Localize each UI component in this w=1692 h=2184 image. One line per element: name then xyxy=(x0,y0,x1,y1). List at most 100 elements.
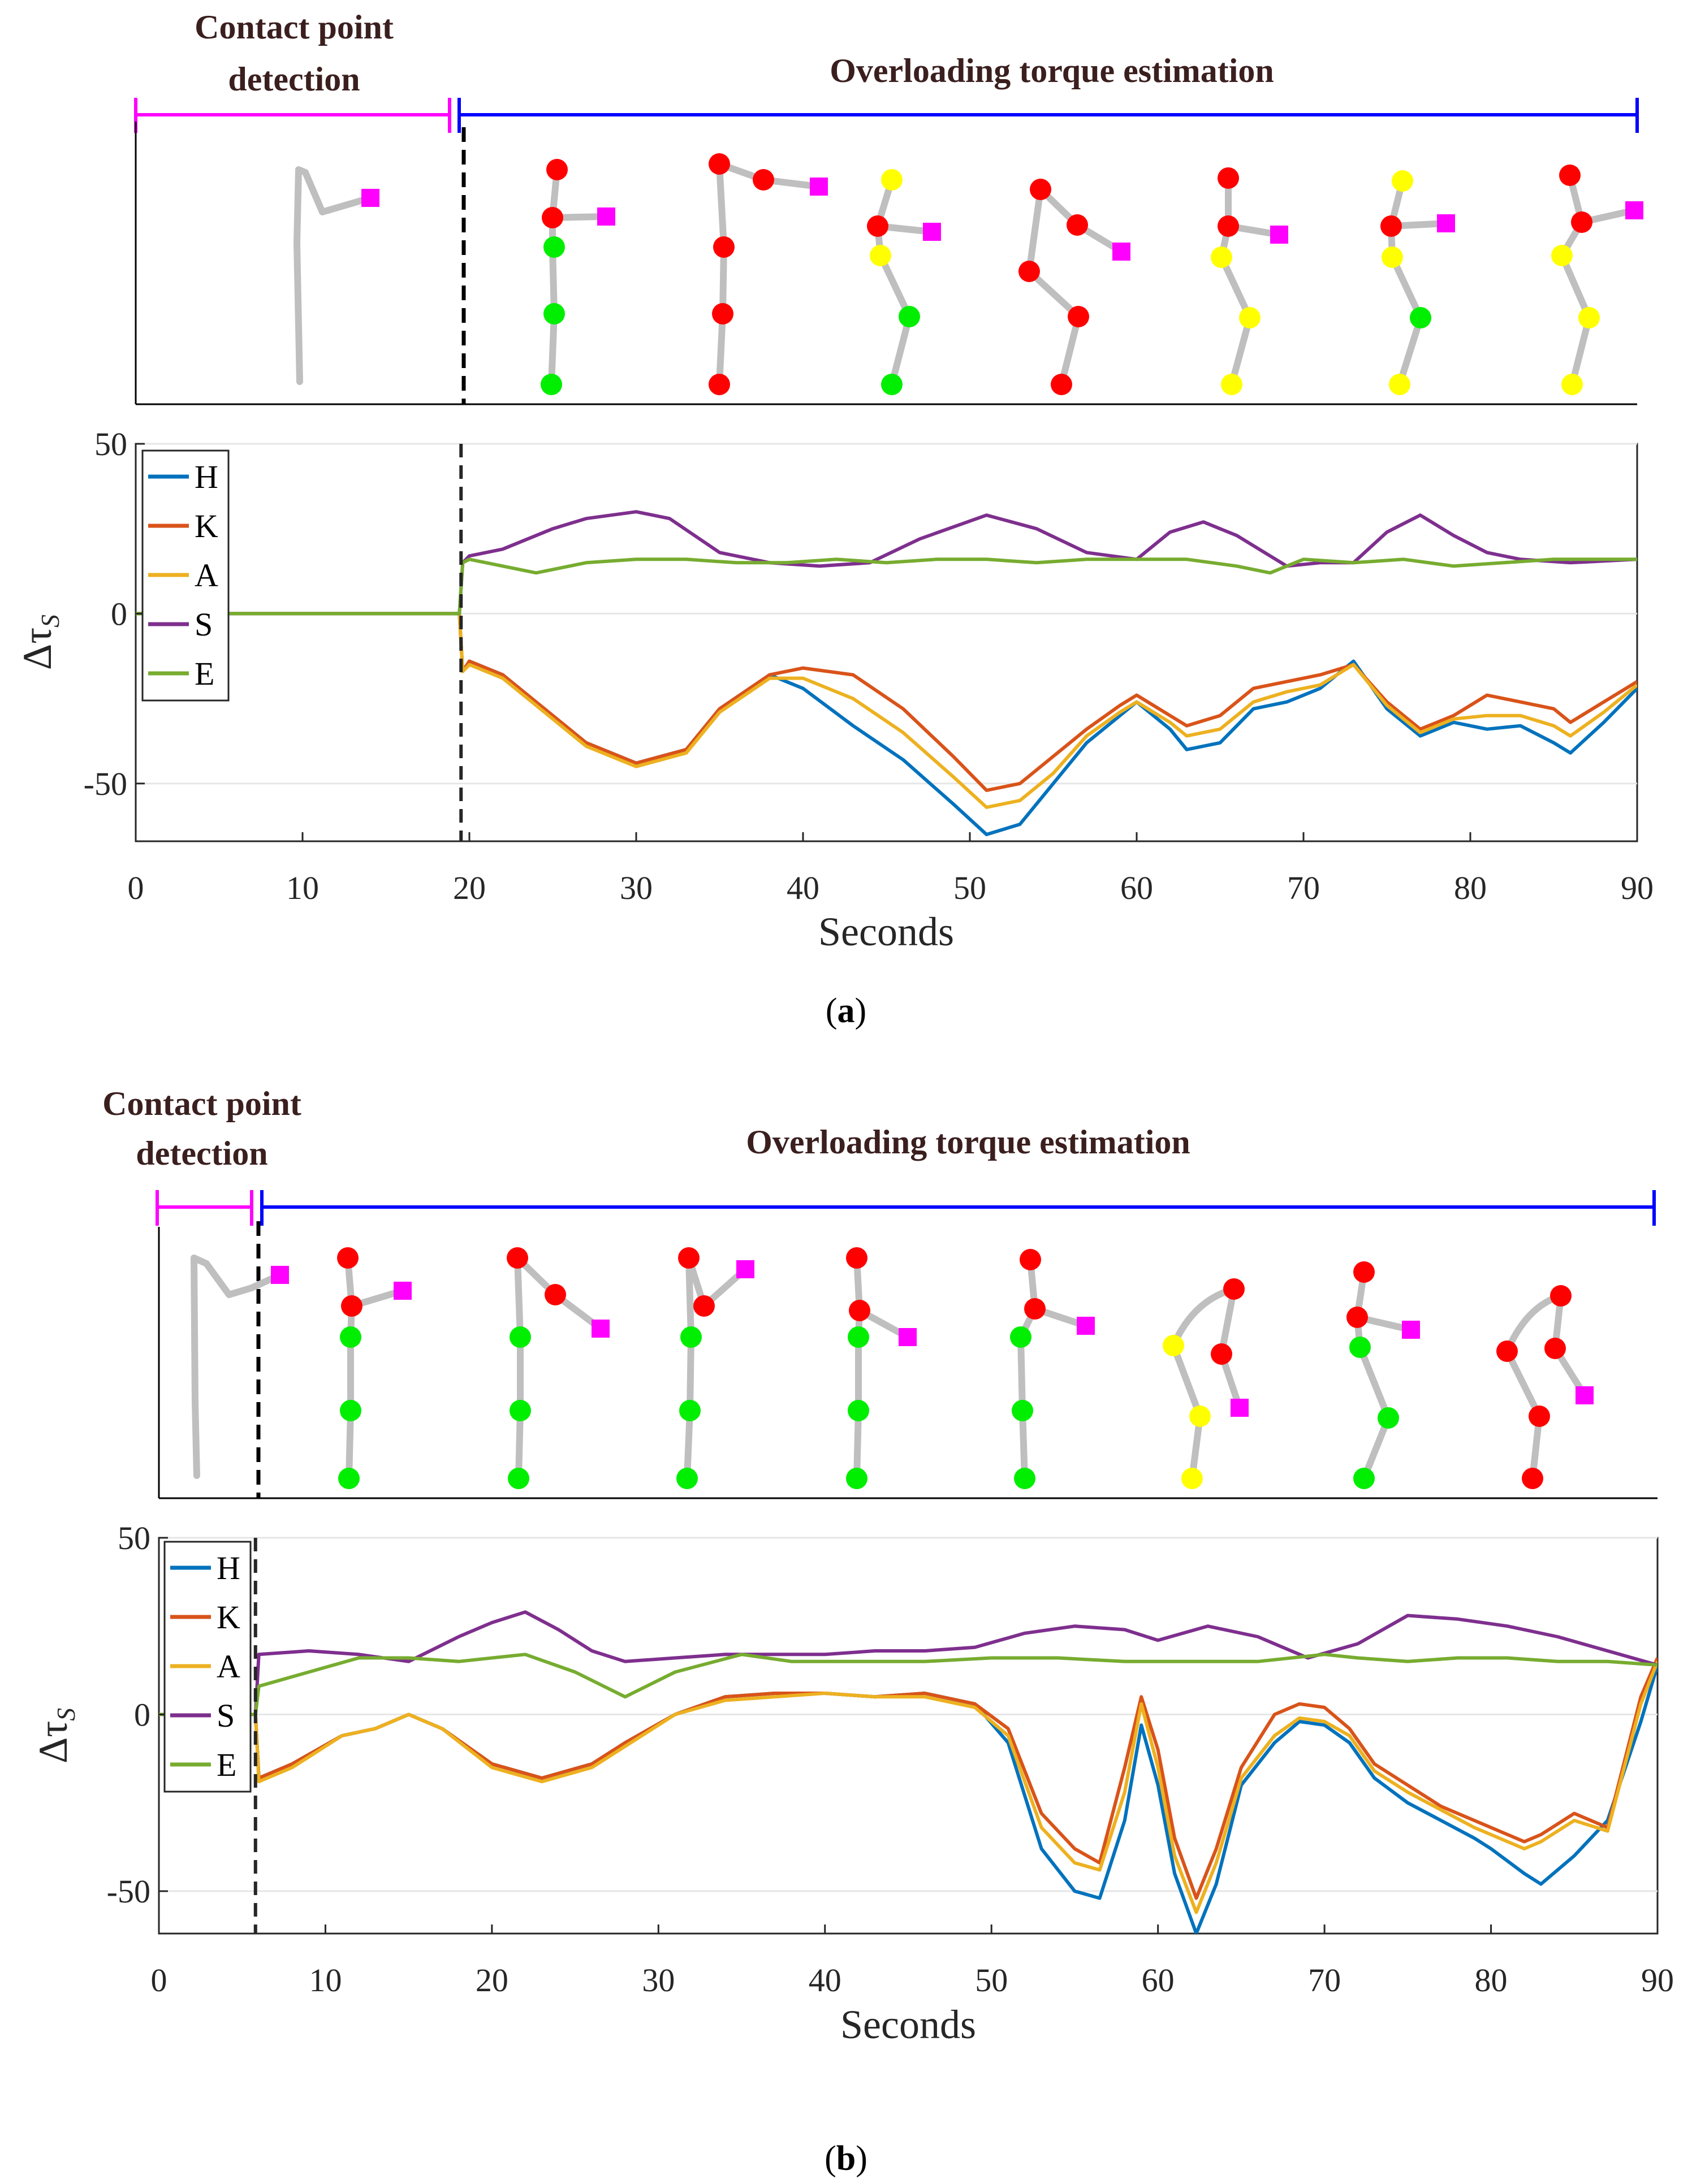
joint-marker xyxy=(546,159,568,180)
posture-skeleton xyxy=(1018,179,1130,395)
end-effector-marker xyxy=(394,1282,412,1300)
x-ticks: 0 10 20 30 40 50 60 70 80 90 xyxy=(128,832,1654,906)
joint-marker xyxy=(1067,214,1088,236)
joint-marker xyxy=(1221,374,1242,395)
joint-marker xyxy=(712,303,733,325)
x-tick-label: 90 xyxy=(1621,870,1654,906)
joint-marker xyxy=(709,153,730,175)
series-line-K xyxy=(136,612,1637,792)
joint-marker xyxy=(848,1400,869,1421)
joint-marker xyxy=(1550,1285,1572,1307)
joint-marker xyxy=(1559,165,1581,186)
end-effector-marker xyxy=(592,1320,610,1338)
legend-label-H: H xyxy=(195,459,218,495)
legend-label-A: A xyxy=(217,1648,240,1685)
contact-phase-bracket xyxy=(156,1190,253,1226)
joint-marker xyxy=(340,1326,361,1348)
x-tick-label: 30 xyxy=(642,1962,675,1999)
joint-marker xyxy=(1544,1338,1566,1359)
joint-marker xyxy=(881,374,903,395)
x-tick-label: 30 xyxy=(620,870,653,906)
y-tick-label: -50 xyxy=(84,766,127,802)
joint-marker xyxy=(1223,1278,1245,1300)
x-tick-label: 90 xyxy=(1641,1962,1674,1999)
joint-marker xyxy=(543,303,565,325)
x-tick-label: 0 xyxy=(128,870,144,906)
joint-marker xyxy=(1529,1405,1550,1427)
overload-phase-bracket xyxy=(260,1190,1656,1226)
legend-label-H: H xyxy=(217,1550,240,1586)
x-tick-label: 10 xyxy=(309,1962,342,1999)
joint-marker xyxy=(1030,179,1051,200)
joint-marker xyxy=(541,374,562,395)
end-effector-marker xyxy=(1270,226,1288,244)
end-effector-marker xyxy=(1437,214,1455,232)
posture-skeleton xyxy=(541,159,615,395)
contact-phase-bracket xyxy=(134,98,451,133)
x-tick-label: 80 xyxy=(1454,870,1487,906)
series-line-E xyxy=(136,557,1637,616)
end-effector-marker xyxy=(271,1266,289,1284)
contact-phase-label-line1: Contact point xyxy=(195,8,394,46)
posture-skeleton xyxy=(337,1247,412,1489)
joint-marker xyxy=(1571,211,1592,233)
joint-marker xyxy=(1378,1407,1399,1429)
posture-skeleton xyxy=(867,169,941,395)
end-effector-marker xyxy=(1625,201,1643,219)
legend-label-S: S xyxy=(217,1697,235,1734)
skeleton-strip xyxy=(135,122,1643,405)
joint-marker xyxy=(1218,215,1239,237)
series-line-A xyxy=(159,1660,1658,1914)
end-effector-marker xyxy=(1576,1386,1594,1404)
series-line-A xyxy=(136,612,1637,809)
legend-label-S: S xyxy=(195,606,213,643)
joint-marker xyxy=(340,1400,361,1421)
x-tick-label: 20 xyxy=(476,1962,508,1999)
end-effector-marker xyxy=(597,207,615,226)
posture-skeleton xyxy=(1346,1261,1420,1489)
overload-phase-label: Overloading torque estimation xyxy=(746,1123,1190,1161)
joint-marker xyxy=(1382,246,1403,268)
legend-label-E: E xyxy=(217,1746,236,1783)
end-effector-marker xyxy=(736,1260,754,1278)
joint-marker xyxy=(510,1326,531,1348)
posture-skeleton xyxy=(709,153,828,395)
end-effector-marker xyxy=(810,178,828,196)
end-effector-marker xyxy=(923,223,941,241)
joint-marker xyxy=(679,1400,701,1421)
plot-area-b: 0 10 20 30 40 50 60 70 80 90 50 0 -50 Seconds ΔτS H… xyxy=(31,1520,1674,2047)
joint-marker xyxy=(1211,246,1232,268)
joint-marker xyxy=(1218,167,1239,189)
x-tick-label: 10 xyxy=(286,870,319,906)
joint-marker xyxy=(1163,1335,1184,1356)
joint-marker xyxy=(1392,170,1413,192)
legend-label-K: K xyxy=(195,508,218,544)
series-lines xyxy=(136,510,1637,836)
y-axis-label: ΔτS xyxy=(15,615,64,670)
joint-marker xyxy=(1068,306,1089,327)
caption-b: (b) xyxy=(825,2139,867,2178)
joint-marker xyxy=(678,1247,700,1269)
posture-skeleton xyxy=(1380,170,1455,395)
x-axis-label: Seconds xyxy=(818,909,954,954)
panel-b: Contact point detection Overloading torq… xyxy=(31,1085,1674,2178)
end-effector-marker xyxy=(361,189,379,207)
joint-marker xyxy=(899,306,920,327)
joint-marker xyxy=(676,1468,698,1489)
posture-skeleton xyxy=(1163,1278,1249,1489)
joint-marker xyxy=(848,1326,869,1348)
posture-skeleton xyxy=(676,1247,754,1489)
joint-marker xyxy=(1181,1468,1203,1489)
panel-a: Contact point detection Overloading torq… xyxy=(15,8,1654,1030)
joint-marker xyxy=(1389,374,1410,395)
joint-marker xyxy=(543,236,565,258)
posture-skeleton xyxy=(1551,165,1643,395)
x-tick-label: 40 xyxy=(809,1962,841,1999)
overload-phase-label: Overloading torque estimation xyxy=(830,52,1274,89)
joint-marker xyxy=(1496,1340,1518,1362)
joint-marker xyxy=(545,1284,566,1305)
x-tick-label: 70 xyxy=(1287,870,1320,906)
joint-marker xyxy=(337,1247,359,1269)
